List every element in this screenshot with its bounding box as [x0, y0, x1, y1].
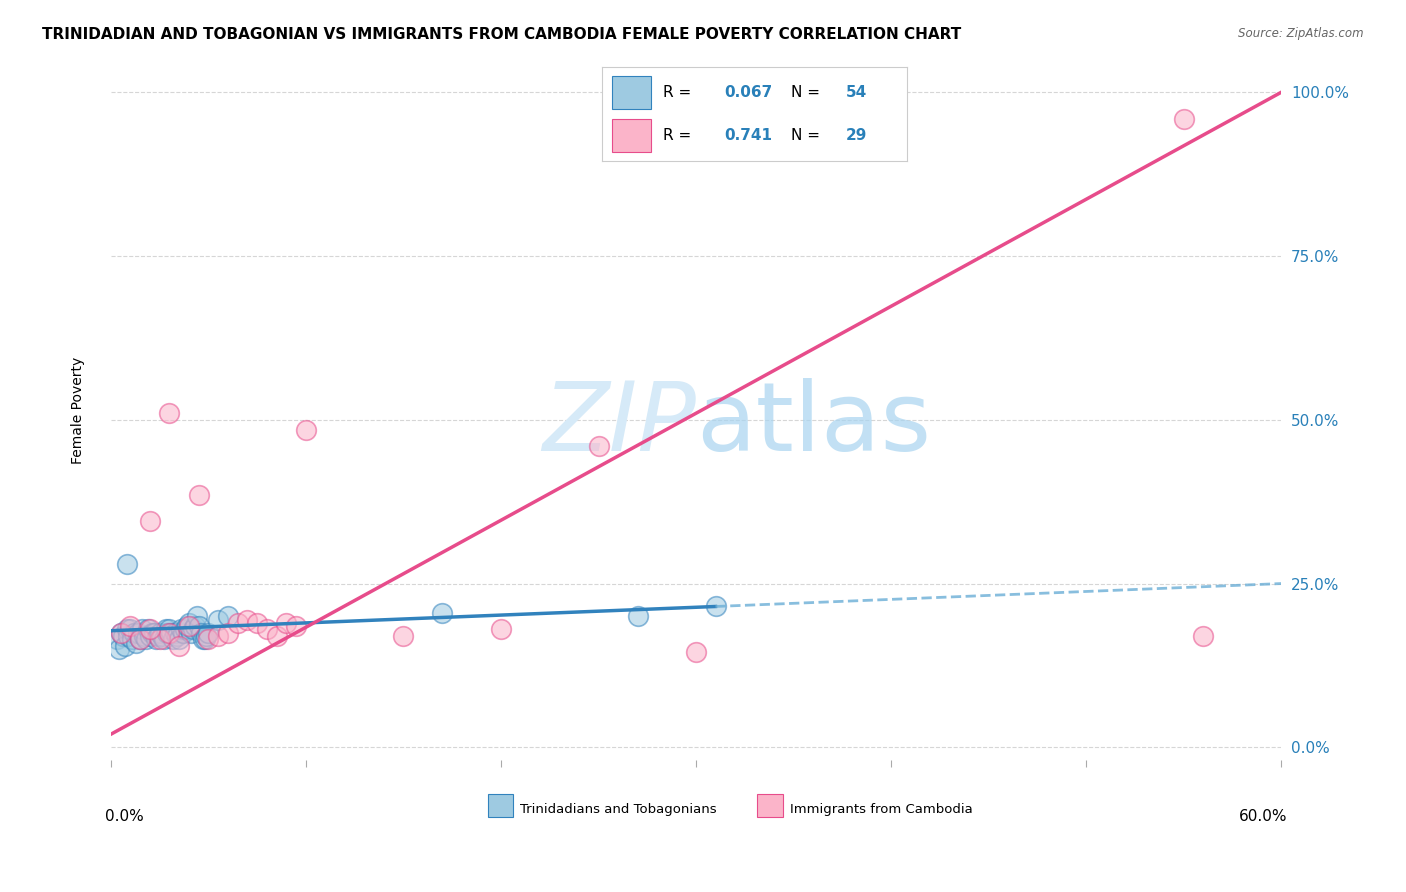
Text: ZIP: ZIP: [543, 377, 696, 470]
Point: [236, 613, 259, 627]
Point: [685, 645, 707, 659]
Point: [156, 625, 179, 640]
Point: [588, 439, 610, 453]
Point: [149, 632, 172, 647]
Point: [181, 623, 204, 637]
Point: [167, 632, 190, 647]
Y-axis label: Female Poverty: Female Poverty: [72, 357, 86, 464]
Point: [155, 623, 177, 637]
Point: [117, 629, 139, 643]
Point: [226, 615, 249, 630]
Point: [177, 615, 200, 630]
Point: [131, 623, 153, 637]
Point: [186, 609, 208, 624]
Point: [127, 625, 149, 640]
Point: [187, 619, 209, 633]
Point: [141, 625, 163, 640]
Point: [152, 632, 174, 647]
Text: 60.0%: 60.0%: [1239, 809, 1286, 824]
Point: [295, 423, 318, 437]
Text: TRINIDADIAN AND TOBAGONIAN VS IMMIGRANTS FROM CAMBODIA FEMALE POVERTY CORRELATIO: TRINIDADIAN AND TOBAGONIAN VS IMMIGRANTS…: [42, 27, 962, 42]
Point: [132, 629, 155, 643]
Point: [197, 632, 219, 647]
Point: [392, 629, 415, 643]
Point: [166, 629, 188, 643]
Point: [146, 629, 169, 643]
Point: [1173, 112, 1195, 126]
Point: [285, 619, 308, 633]
Point: [266, 629, 288, 643]
Point: [172, 625, 194, 640]
Point: [111, 629, 134, 643]
Point: [149, 625, 172, 640]
Point: [174, 623, 197, 637]
Point: [489, 623, 512, 637]
Point: [177, 619, 200, 633]
Text: atlas: atlas: [696, 377, 931, 470]
Point: [139, 514, 162, 528]
Point: [115, 623, 138, 637]
Text: Immigrants from Cambodia: Immigrants from Cambodia: [790, 803, 973, 816]
Point: [626, 609, 648, 624]
Point: [135, 632, 157, 647]
Point: [165, 625, 187, 640]
Text: Source: ZipAtlas.com: Source: ZipAtlas.com: [1239, 27, 1364, 40]
Point: [139, 629, 162, 643]
Point: [195, 629, 218, 643]
Point: [145, 632, 167, 647]
Point: [193, 632, 215, 647]
Text: 0.0%: 0.0%: [105, 809, 143, 824]
Point: [184, 619, 207, 633]
Point: [1192, 629, 1215, 643]
Point: [129, 632, 152, 647]
Point: [120, 623, 142, 637]
Point: [217, 625, 239, 640]
Point: [162, 632, 184, 647]
Point: [129, 632, 152, 647]
Point: [180, 625, 202, 640]
Point: [150, 629, 173, 643]
Point: [246, 615, 269, 630]
Point: [190, 625, 212, 640]
Point: [704, 599, 727, 614]
Point: [207, 613, 229, 627]
Point: [197, 625, 219, 640]
Point: [159, 406, 181, 420]
Point: [107, 642, 129, 657]
Point: [139, 623, 162, 637]
Point: [207, 629, 229, 643]
Text: Trinidadians and Tobagonians: Trinidadians and Tobagonians: [520, 803, 717, 816]
Point: [114, 639, 136, 653]
Point: [160, 625, 183, 640]
Point: [105, 632, 128, 647]
Point: [187, 488, 209, 502]
Point: [136, 623, 159, 637]
Point: [110, 625, 132, 640]
Point: [176, 619, 198, 633]
Point: [124, 625, 146, 640]
Point: [159, 623, 181, 637]
Point: [142, 625, 165, 640]
Point: [167, 639, 190, 653]
Point: [121, 632, 143, 647]
Point: [191, 632, 214, 647]
Point: [217, 609, 239, 624]
Point: [782, 112, 804, 126]
Point: [159, 625, 181, 640]
Point: [276, 615, 298, 630]
Point: [115, 557, 138, 571]
Point: [110, 625, 132, 640]
Point: [432, 606, 454, 620]
Point: [120, 619, 142, 633]
Point: [256, 623, 278, 637]
Point: [125, 635, 148, 649]
Point: [170, 623, 193, 637]
